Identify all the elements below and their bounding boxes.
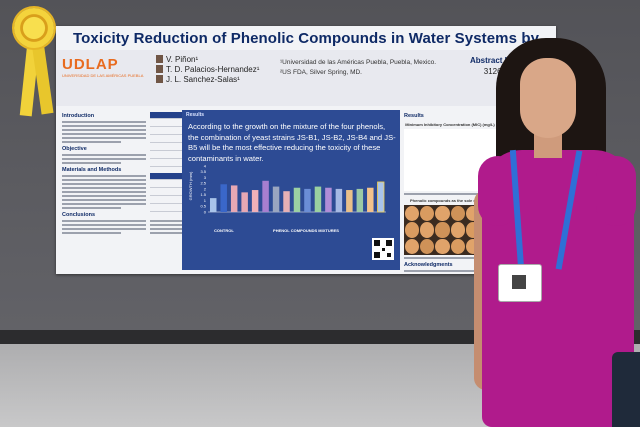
dark-object <box>612 352 640 427</box>
section-heading: Objective <box>62 146 87 152</box>
research-poster: Toxicity Reduction of Phenolic Compounds… <box>56 26 556 274</box>
text-line <box>62 133 146 135</box>
y-tick-label: 0 <box>204 210 207 215</box>
y-tick-label: 0.5 <box>200 204 206 209</box>
affiliation-1: ¹Universidad de las Américas Puebla, Pue… <box>280 59 437 66</box>
author-name: J. L. Sanchez-Salas¹ <box>166 74 240 84</box>
text-line <box>404 270 496 272</box>
section-heading: Conclusions <box>62 212 96 218</box>
text-line <box>62 125 146 127</box>
abstract-id-box: Abstract ID: 3126 <box>470 56 515 76</box>
text-line <box>150 232 209 234</box>
y-tick-label: 3 <box>204 175 207 180</box>
affiliation-2: ²US FDA, Silver Spring, MD. <box>280 69 362 76</box>
y-tick-label: 2 <box>204 186 207 191</box>
x-axis-label: PHENOL COMPOUNDS MIXTURES <box>273 228 339 233</box>
text-line <box>62 179 146 181</box>
chart-bar <box>314 186 322 212</box>
text-line <box>62 183 146 185</box>
text-line <box>62 228 146 230</box>
text-line <box>62 232 121 234</box>
abstract-id: 3126 <box>483 67 502 76</box>
author-list: V. Piñon¹ T. D. Palacios-Hernandez¹ J. L… <box>156 54 259 84</box>
section-heading: Introduction <box>62 113 95 119</box>
chart-bar <box>220 184 227 212</box>
chart-bar <box>230 185 238 212</box>
person-sleeve <box>596 156 636 226</box>
author-photo <box>156 55 163 63</box>
udlap-logo: UDLAP <box>62 56 119 73</box>
text-line <box>62 154 146 156</box>
y-tick-label: 1.5 <box>200 192 206 197</box>
results-panel: Results According to the growth on the m… <box>182 110 400 270</box>
text-line <box>62 158 146 160</box>
chart-bar <box>367 187 374 212</box>
text-line <box>62 121 146 123</box>
text-line <box>404 193 496 195</box>
author-row: T. D. Palacios-Hernandez¹ <box>156 64 259 74</box>
acknowledgments-heading: Acknowledgments <box>404 262 453 268</box>
text-line <box>404 257 496 259</box>
chart-bar <box>377 181 385 213</box>
chart-bar <box>283 191 290 212</box>
text-line <box>62 203 146 205</box>
author-name: T. D. Palacios-Hernandez¹ <box>166 64 260 74</box>
text-line <box>62 195 146 197</box>
author-row: J. L. Sanchez-Salas¹ <box>156 74 259 84</box>
section-heading: Results <box>404 113 424 119</box>
text-line <box>62 199 146 201</box>
text-line <box>62 137 146 139</box>
author-row: V. Piñon¹ <box>156 54 259 64</box>
chart-bar <box>272 186 280 212</box>
text-line <box>62 141 121 143</box>
text-line <box>62 224 146 226</box>
poster-header <box>56 50 556 106</box>
results-text: According to the growth on the mixture o… <box>188 122 396 163</box>
author-photo <box>156 65 163 73</box>
person-face <box>520 58 576 138</box>
chart-bar <box>262 180 269 212</box>
y-tick-label: 3.5 <box>200 169 206 174</box>
chart-bar <box>346 190 353 212</box>
y-tick-label: 4 <box>204 163 207 168</box>
text-line <box>62 207 121 209</box>
text-line <box>62 175 146 177</box>
mic-title: Minimum Inhibitory Concentration (MIC) (… <box>405 122 495 127</box>
phenol-title: Phenolic compounds as the sole carbon... <box>409 198 490 203</box>
chart-bar <box>356 188 364 212</box>
logo-subtitle: UNIVERSIDAD DE LAS AMÉRICAS PUEBLA <box>62 73 144 78</box>
growth-bar-chart: GROWTH (mm) 00.511.522.533.54 CONTROL PHENO… <box>188 163 386 233</box>
section-heading: Materials and Methods <box>62 167 122 173</box>
name-badge <box>498 264 542 302</box>
results-heading: Results <box>186 112 205 118</box>
y-tick-label: 2.5 <box>200 181 206 186</box>
chart-bar <box>209 198 217 212</box>
text-line <box>62 162 121 164</box>
text-line <box>62 191 146 193</box>
chart-bar <box>293 187 301 212</box>
award-rosette-icon <box>14 8 54 48</box>
text-line <box>62 220 146 222</box>
affiliations: ¹Universidad de las Américas Puebla, Pue… <box>280 58 436 78</box>
chart-bar <box>325 187 332 212</box>
text-line <box>62 187 146 189</box>
author-photo <box>156 75 163 83</box>
chart-bar <box>304 188 311 212</box>
text-line <box>62 129 146 131</box>
qr-code <box>372 238 394 260</box>
chart-bar <box>335 188 343 212</box>
control-label: CONTROL <box>214 228 234 233</box>
author-name: V. Piñon¹ <box>166 54 199 64</box>
chart-bar <box>251 190 259 212</box>
chart-bar <box>241 192 248 212</box>
left-column: Introduction Objective Materials and Met… <box>62 110 146 236</box>
abstract-label: Abstract ID: <box>470 56 516 65</box>
badge-qr-icon <box>512 275 526 289</box>
y-axis-label: GROWTH (mm) <box>188 171 193 200</box>
y-tick-label: 1 <box>204 198 207 203</box>
